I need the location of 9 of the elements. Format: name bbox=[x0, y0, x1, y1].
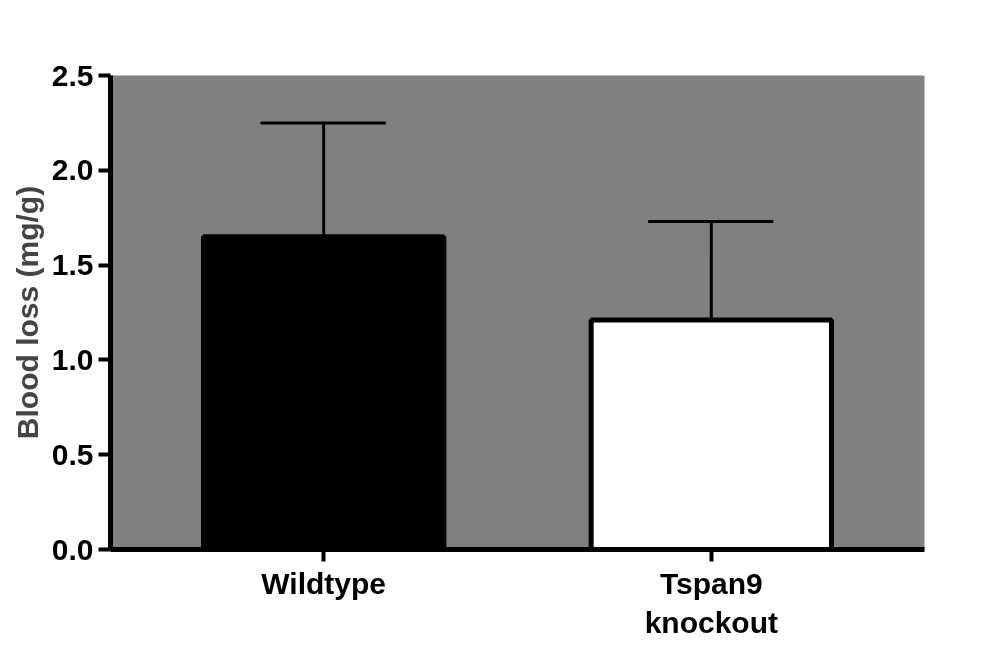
y-tick-label: 1.0 bbox=[51, 342, 94, 376]
y-tick-label: 2.5 bbox=[51, 58, 94, 92]
x-tick-label: Tspan9 knockout bbox=[644, 566, 778, 640]
y-axis-title: Blood loss (mg/g) bbox=[10, 185, 44, 440]
y-tick-label: 0.5 bbox=[51, 437, 94, 471]
y-tick-label: 2.0 bbox=[51, 153, 94, 187]
x-tick-label: Wildtype bbox=[261, 566, 387, 600]
y-tick-label: 1.5 bbox=[51, 248, 94, 282]
y-tick-label: 0.0 bbox=[51, 532, 94, 566]
